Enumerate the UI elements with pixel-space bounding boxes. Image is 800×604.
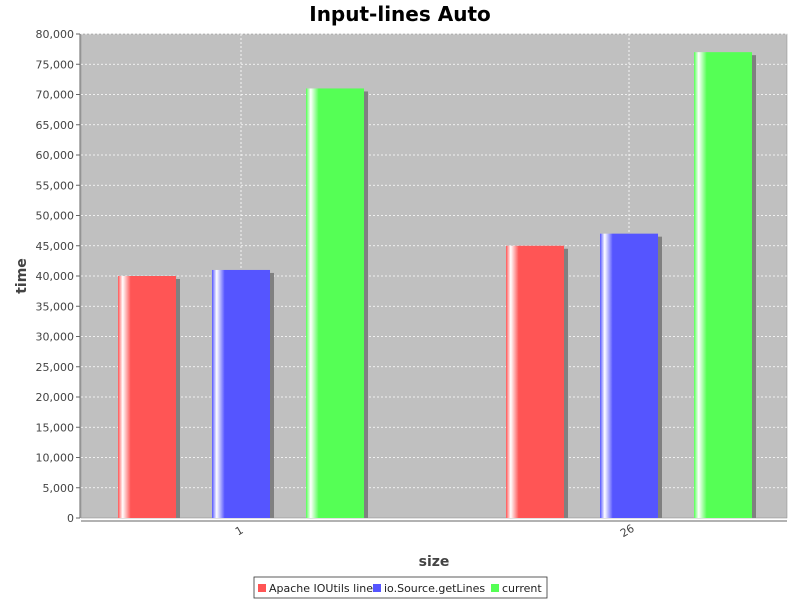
legend-swatch bbox=[373, 584, 381, 592]
y-tick-label: 20,000 bbox=[36, 391, 75, 404]
axes: 0 5,000 10,000 15,000 20,000 25,000 30,000 35,0… bbox=[36, 28, 787, 540]
legend-box bbox=[253, 576, 548, 599]
legend-label: Apache IOUtils line bbox=[269, 582, 373, 595]
bar bbox=[694, 52, 752, 519]
bar bbox=[600, 233, 658, 518]
bar bbox=[306, 88, 364, 518]
y-tick-label: 75,000 bbox=[36, 58, 75, 71]
y-tick-label: 30,000 bbox=[36, 331, 75, 344]
bar bbox=[212, 269, 270, 518]
y-tick-label: 60,000 bbox=[36, 149, 75, 162]
x-tick-label: 26 bbox=[618, 522, 637, 540]
x-axis-label: size bbox=[419, 554, 450, 570]
y-tick-label: 35,000 bbox=[36, 300, 75, 313]
legend-swatch bbox=[491, 584, 499, 592]
y-tick-label: 45,000 bbox=[36, 240, 75, 253]
legend-label: io.Source.getLines bbox=[384, 582, 485, 595]
bar bbox=[506, 245, 564, 518]
bar bbox=[118, 276, 176, 518]
y-tick-label: 70,000 bbox=[36, 89, 75, 102]
gridlines bbox=[81, 33, 787, 518]
legend: Apache IOUtils line io.Source.getLines cur… bbox=[253, 576, 548, 599]
y-tick-label: 40,000 bbox=[36, 270, 75, 283]
chart-title: Input-lines Auto bbox=[309, 2, 491, 26]
y-tick-label: 80,000 bbox=[36, 28, 75, 41]
y-tick-label: 15,000 bbox=[36, 421, 75, 434]
bars bbox=[118, 52, 756, 519]
y-tick-label: 65,000 bbox=[36, 119, 75, 132]
y-tick-label: 5,000 bbox=[43, 482, 75, 495]
y-tick-label: 55,000 bbox=[36, 179, 75, 192]
y-tick-label: 0 bbox=[67, 512, 74, 525]
legend-swatch bbox=[258, 584, 266, 592]
y-tick-label: 10,000 bbox=[36, 452, 75, 465]
y-tick-label: 50,000 bbox=[36, 210, 75, 223]
y-tick-label: 25,000 bbox=[36, 361, 75, 374]
y-axis-label: time bbox=[14, 258, 30, 294]
x-tick-label: 1 bbox=[233, 524, 246, 539]
legend-label: current bbox=[502, 582, 542, 595]
